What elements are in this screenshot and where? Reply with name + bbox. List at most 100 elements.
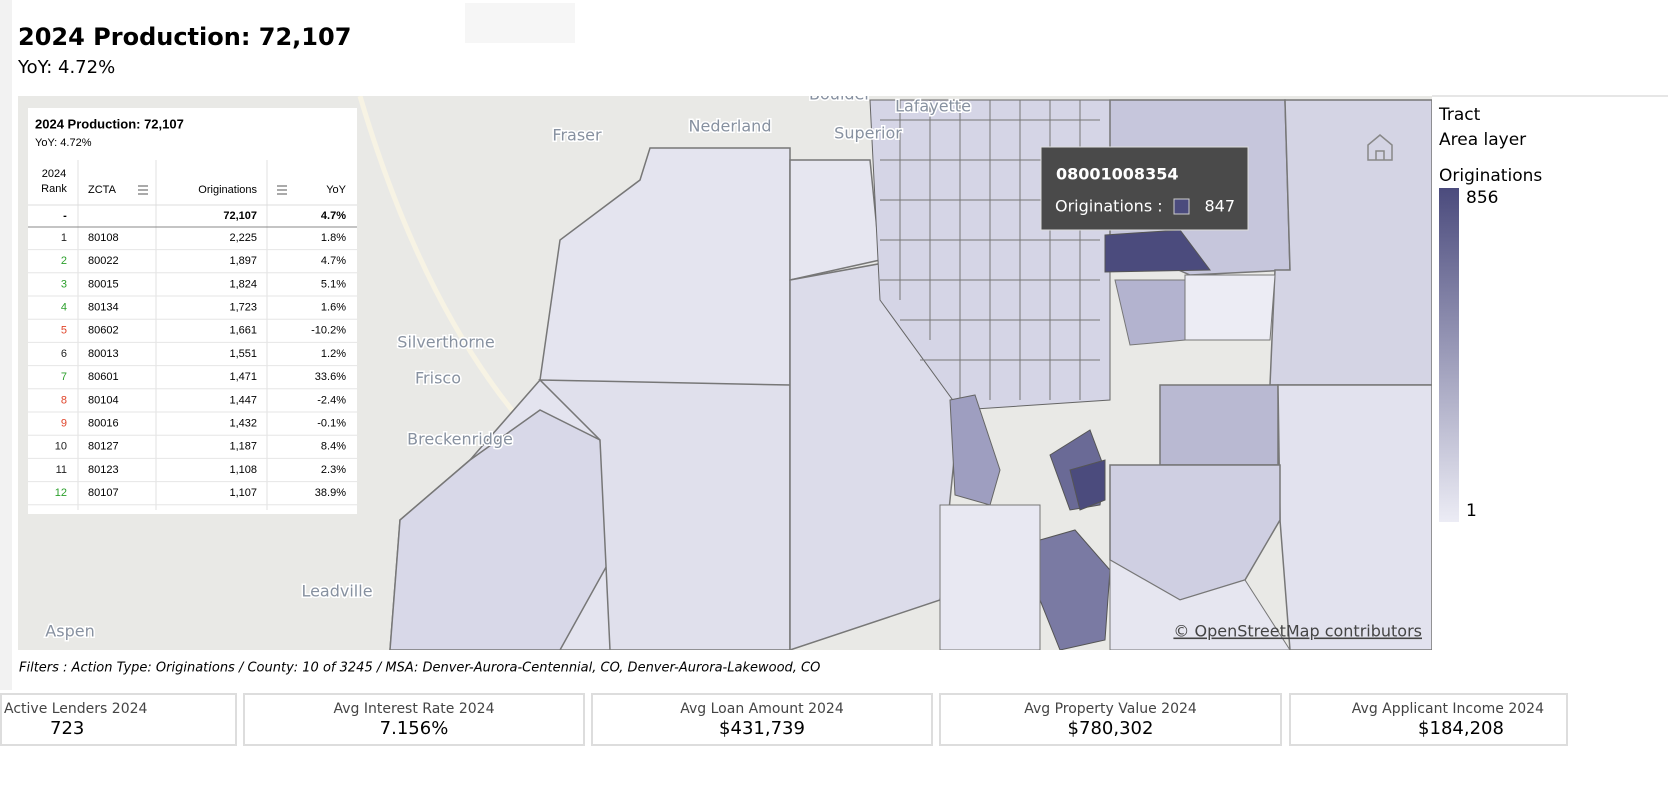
yoy-cell: -10.2% [311, 325, 346, 337]
total-cell: 4.7% [321, 210, 346, 222]
region [949, 394, 1001, 506]
tract-lines [880, 100, 1100, 400]
zcta-cell[interactable]: 80013 [88, 348, 119, 360]
table-subtitle: YoY: 4.72% [35, 137, 92, 149]
table: 2024 Production: 72,107 YoY: 4.72% 2024 … [28, 108, 357, 514]
originations-cell: 1,187 [229, 441, 257, 453]
region [1109, 559, 1291, 650]
rank-cell: 8 [61, 394, 67, 406]
col-header[interactable]: YoY [326, 184, 346, 196]
place-label: Breckenridge [407, 430, 513, 449]
yoy-cell: 1.6% [321, 302, 346, 314]
region [789, 159, 881, 281]
region [389, 409, 611, 650]
yoy-cell: 33.6% [315, 371, 346, 383]
place-label: Leadville [301, 582, 372, 601]
yoy-cell: 2.3% [321, 464, 346, 476]
kpi-card [1289, 693, 1568, 746]
kpi-value: $431,739 [719, 718, 805, 739]
rank-cell: 2 [61, 255, 67, 267]
zcta-cell[interactable]: 80015 [88, 278, 119, 290]
side-strip [0, 0, 12, 690]
region [1269, 99, 1432, 386]
zcta-cell[interactable]: 80602 [88, 325, 119, 337]
kpi-card [591, 693, 933, 746]
legend-title: Originations [1439, 166, 1542, 186]
legend-sublayer: Area layer [1439, 130, 1526, 150]
originations-cell: 1,661 [229, 325, 257, 337]
region-high [1069, 459, 1106, 511]
yoy-cell: -2.4% [317, 394, 346, 406]
kpi-value: $780,302 [1068, 718, 1154, 739]
zcta-cell[interactable]: 80104 [88, 394, 119, 406]
kpi-value: 723 [50, 718, 84, 739]
place-label: Nederland [689, 117, 772, 136]
kpi-card [243, 693, 585, 746]
yoy-cell: 1.8% [321, 232, 346, 244]
col-header: Rank [41, 183, 67, 195]
kpi-label: Avg Property Value 2024 [1024, 701, 1197, 717]
rank-cell: 1 [61, 232, 67, 244]
originations-cell: 1,824 [229, 278, 257, 290]
place-label: Boulder [809, 85, 871, 104]
zcta-cell[interactable]: 80123 [88, 464, 119, 476]
zcta-cell[interactable]: 80108 [88, 232, 119, 244]
originations-cell: 1,108 [229, 464, 257, 476]
yoy-cell: 1.2% [321, 348, 346, 360]
zcta-cell[interactable]: 80601 [88, 371, 119, 383]
home-icon[interactable] [1367, 134, 1393, 161]
tooltip-label: Originations : [1055, 197, 1163, 216]
col-header: 2024 [42, 168, 66, 180]
legend: Tract Area layer Originations 856 1 [1438, 105, 1542, 522]
zcta-cell[interactable]: 80134 [88, 302, 119, 314]
yoy-cell: 5.1% [321, 278, 346, 290]
tooltip: 08001008354 Originations : 847 [1040, 146, 1249, 231]
total-cell: 72,107 [223, 210, 257, 222]
placeholder [465, 3, 575, 43]
menu-icon[interactable] [138, 185, 148, 195]
zcta-cell[interactable]: 80016 [88, 418, 119, 430]
menu-icon[interactable] [277, 185, 287, 195]
filters: Filters : Action Type: Originations / Co… [19, 661, 820, 676]
rank-cell: 5 [61, 325, 67, 337]
kpi-card [0, 693, 237, 746]
subtitle: YoY: 4.72% [17, 57, 115, 78]
col-header[interactable]: ZCTA [88, 184, 117, 196]
rank-cell: 12 [55, 487, 67, 499]
originations-cell: 1,723 [229, 302, 257, 314]
originations-cell: 2,225 [229, 232, 257, 244]
title: 2024 Production: 72,107 [18, 23, 351, 51]
col-header[interactable]: Originations [198, 184, 257, 196]
table-title: 2024 Production: 72,107 [35, 116, 184, 131]
originations-cell: 1,551 [229, 348, 257, 360]
place-label: Lafayette [895, 97, 971, 116]
table-panel [28, 108, 357, 514]
region [1277, 384, 1432, 650]
place-label: Frisco [415, 369, 461, 388]
yoy-cell: 38.9% [315, 487, 346, 499]
kpi-label: Active Lenders 2024 [4, 701, 148, 717]
zcta-cell[interactable]: 80022 [88, 255, 119, 267]
kpi-value: 7.156% [380, 718, 449, 739]
legend-gradient [1439, 188, 1459, 522]
place-label: Superior [834, 124, 902, 143]
region [939, 504, 1041, 650]
kpi-label: Avg Loan Amount 2024 [680, 701, 844, 717]
kpi-label: Avg Interest Rate 2024 [334, 701, 495, 717]
total-cell: - [63, 210, 67, 222]
rank-cell: 4 [61, 302, 67, 314]
kpi-card [939, 693, 1282, 746]
rank-cell: 6 [61, 348, 67, 360]
yoy-cell: -0.1% [317, 418, 346, 430]
tooltip-swatch [1173, 198, 1190, 215]
home-button[interactable] [1367, 134, 1393, 161]
zcta-cell[interactable]: 80127 [88, 441, 119, 453]
place-label: Aspen [45, 622, 94, 641]
attribution[interactable]: © OpenStreetMap contributors [1173, 622, 1422, 641]
region [538, 379, 791, 650]
rank-cell: 10 [55, 441, 67, 453]
tooltip-value: 847 [1204, 197, 1235, 216]
zcta-cell[interactable]: 80107 [88, 487, 119, 499]
